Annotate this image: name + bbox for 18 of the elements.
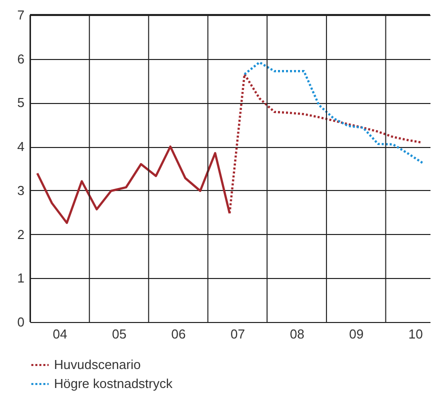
line-series: [243, 61, 424, 164]
x-tick-label: 09: [349, 326, 364, 342]
y-tick-label: 6: [17, 51, 24, 66]
x-tick-label: 07: [230, 326, 245, 342]
x-tick-label: 10: [408, 326, 423, 342]
y-tick-label: 7: [17, 8, 24, 22]
x-tick-label: 05: [112, 326, 126, 342]
y-tick-label: 1: [17, 270, 24, 286]
y-tick-label: 3: [17, 182, 24, 198]
x-tick-label: 06: [171, 326, 186, 342]
x-tick-label: 08: [290, 326, 304, 342]
y-tick-label: 0: [17, 314, 24, 330]
y-tick-label: 2: [17, 226, 24, 242]
x-tick-label: 04: [52, 326, 68, 342]
y-tick-label: 4: [17, 139, 24, 154]
legend-label: Huvudscenario: [54, 357, 141, 372]
legend-label: Högre kostnadstryck: [54, 376, 173, 391]
y-tick-label: 5: [17, 95, 24, 110]
